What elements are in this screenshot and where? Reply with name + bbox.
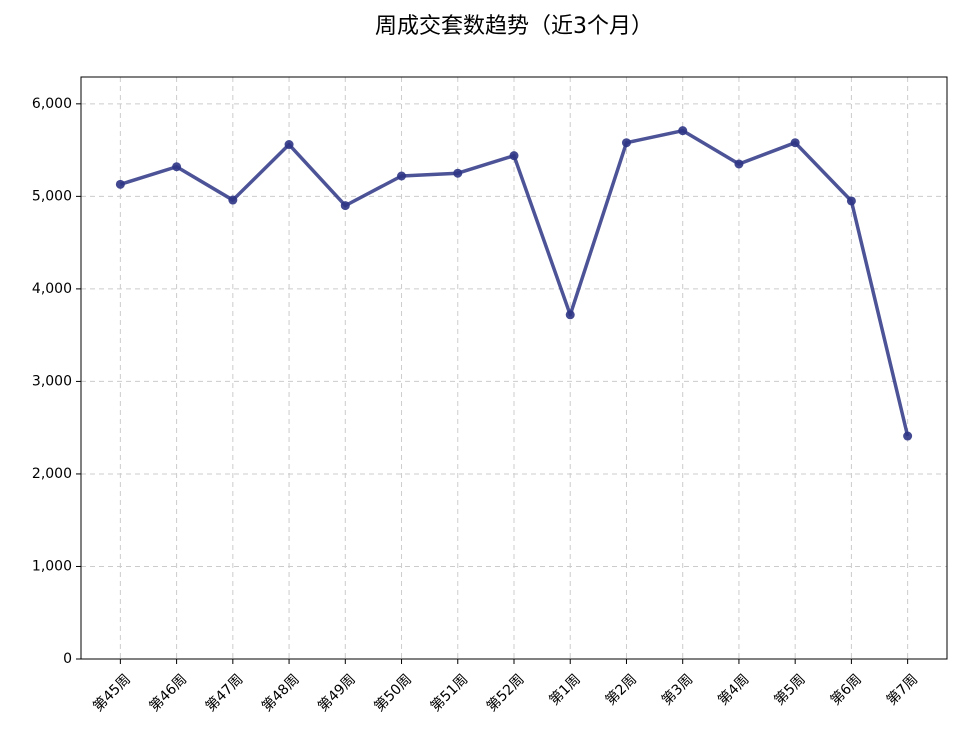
plot-frame [80,76,948,660]
x-tick-label: 第5周 [771,671,809,709]
point [846,196,856,206]
x-tick-label: 第47周 [202,671,246,715]
x-tick-label: 第7周 [883,671,921,709]
point [172,162,182,172]
point [509,151,519,161]
x-tick-label: 第1周 [546,671,584,709]
x-tick-label: 第46周 [146,671,190,715]
x-tick-label: 第4周 [714,671,752,709]
x-tick-label: 第49周 [314,671,358,715]
x-tick-label: 第51周 [427,671,471,715]
point [453,168,463,178]
y-tick-label: 0 [63,651,72,667]
point [678,126,688,136]
y-tick-label: 2,000 [32,466,72,482]
point [228,195,238,205]
point [115,179,125,189]
y-tick-label: 5,000 [32,188,72,204]
x-tick-label: 第6周 [827,671,865,709]
point [790,138,800,148]
y-tick-label: 1,000 [32,558,72,574]
y-tick-label: 4,000 [32,281,72,297]
point [284,140,294,150]
x-tick-label: 第3周 [658,671,696,709]
x-tick-label: 第50周 [371,671,415,715]
point [340,201,350,211]
point [621,138,631,148]
point [903,431,913,441]
point [734,159,744,169]
x-tick-label: 第52周 [483,671,527,715]
point [565,310,575,320]
y-tick-label: 6,000 [32,96,72,112]
point [397,171,407,181]
x-tick-label: 第48周 [258,671,302,715]
x-tick-label: 第2周 [602,671,640,709]
x-tick-label: 第45周 [90,671,134,715]
y-tick-label: 3,000 [32,373,72,389]
chart-title: 周成交套数趋势（近3个月） [375,14,653,39]
